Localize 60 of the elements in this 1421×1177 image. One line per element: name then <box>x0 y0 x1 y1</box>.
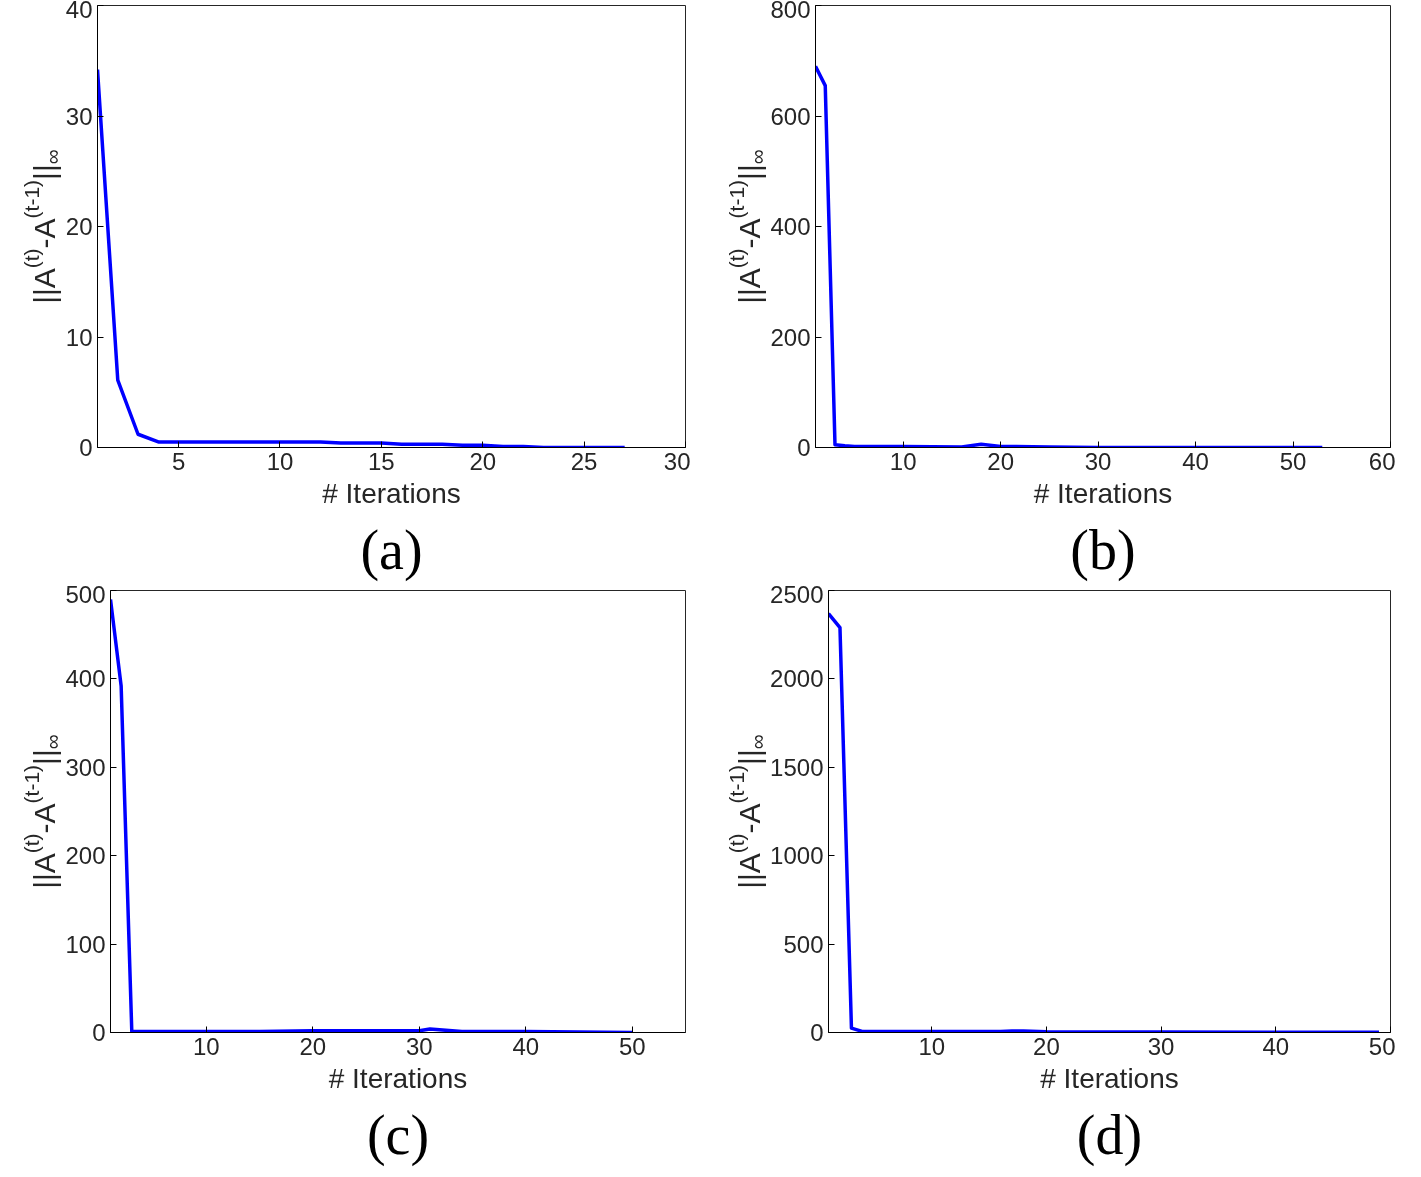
x-tick-label: 20 <box>987 447 1015 475</box>
x-tick-label: 30 <box>1084 447 1112 475</box>
y-tick-label: 500 <box>65 580 106 608</box>
x-axis-title: # Iterations <box>322 477 461 509</box>
y-tick-label: 500 <box>783 930 824 958</box>
y-axis-title: ||A(t)-A(t-1)||∞ <box>20 149 64 304</box>
line-series <box>97 67 627 448</box>
x-tick-label: 10 <box>889 447 917 475</box>
x-tick-label: 20 <box>299 1032 327 1060</box>
y-tick-label: 0 <box>92 1019 106 1046</box>
y-axis-title: ||A(t)-A(t-1)||∞ <box>20 734 64 889</box>
y-tick-label: 1000 <box>770 842 824 870</box>
line-series <box>815 64 1325 448</box>
x-tick-label: 10 <box>192 1032 220 1060</box>
y-tick-label: 400 <box>65 665 106 693</box>
text: (b) <box>1070 518 1136 582</box>
text: (c) <box>366 1103 430 1167</box>
text: (d) <box>1076 1103 1143 1167</box>
x-tick-label: 40 <box>1182 447 1209 475</box>
y-tick-label: 10 <box>65 323 93 351</box>
y-tick-label: 2000 <box>770 665 824 693</box>
x-tick-label: 40 <box>512 1032 540 1060</box>
line-series <box>828 611 1381 1033</box>
x-tick-label: 15 <box>368 447 395 475</box>
x-tick-label: 30 <box>663 447 691 475</box>
y-tick-label: 40 <box>65 0 93 23</box>
y-tick-label: 300 <box>65 753 106 781</box>
x-axis-title: # Iterations <box>1040 1062 1179 1094</box>
x-tick-label: 30 <box>405 1032 433 1060</box>
x-axis-title: # Iterations <box>1033 477 1173 509</box>
y-tick-label: 800 <box>770 0 811 23</box>
x-axis-title: # Iterations <box>328 1062 468 1094</box>
line-series <box>110 597 635 1033</box>
x-tick-label: 50 <box>618 1032 646 1060</box>
x-tick-label: 50 <box>1368 1032 1396 1060</box>
x-tick-label: 40 <box>1262 1032 1290 1060</box>
x-tick-label: 30 <box>1147 1032 1175 1060</box>
x-tick-label: 50 <box>1279 447 1307 475</box>
y-axis-title: ||A(t)-A(t-1)||∞ <box>725 149 769 304</box>
y-tick-label: 400 <box>770 213 811 240</box>
x-tick-label: 20 <box>1033 1032 1060 1060</box>
x-tick-label: 20 <box>469 447 497 475</box>
y-tick-label: 200 <box>65 842 106 870</box>
x-tick-label: 10 <box>918 1032 946 1060</box>
text: (a) <box>360 518 423 582</box>
y-tick-label: 1500 <box>770 753 824 781</box>
y-tick-label: 200 <box>770 323 811 351</box>
y-tick-label: 2500 <box>770 580 824 608</box>
y-tick-label: 30 <box>65 102 93 130</box>
y-axis-title: ||A(t)-A(t-1)||∞ <box>725 734 769 889</box>
y-tick-label: 20 <box>65 213 93 240</box>
y-tick-label: 100 <box>65 930 106 958</box>
y-tick-label: 600 <box>770 102 811 130</box>
x-tick-label: 5 <box>171 447 186 475</box>
x-tick-label: 10 <box>266 447 294 475</box>
y-tick-label: 0 <box>797 434 811 461</box>
x-tick-label: 25 <box>570 447 598 475</box>
y-tick-label: 0 <box>810 1019 824 1046</box>
y-tick-label: 0 <box>79 434 93 461</box>
x-tick-label: 60 <box>1368 447 1396 475</box>
